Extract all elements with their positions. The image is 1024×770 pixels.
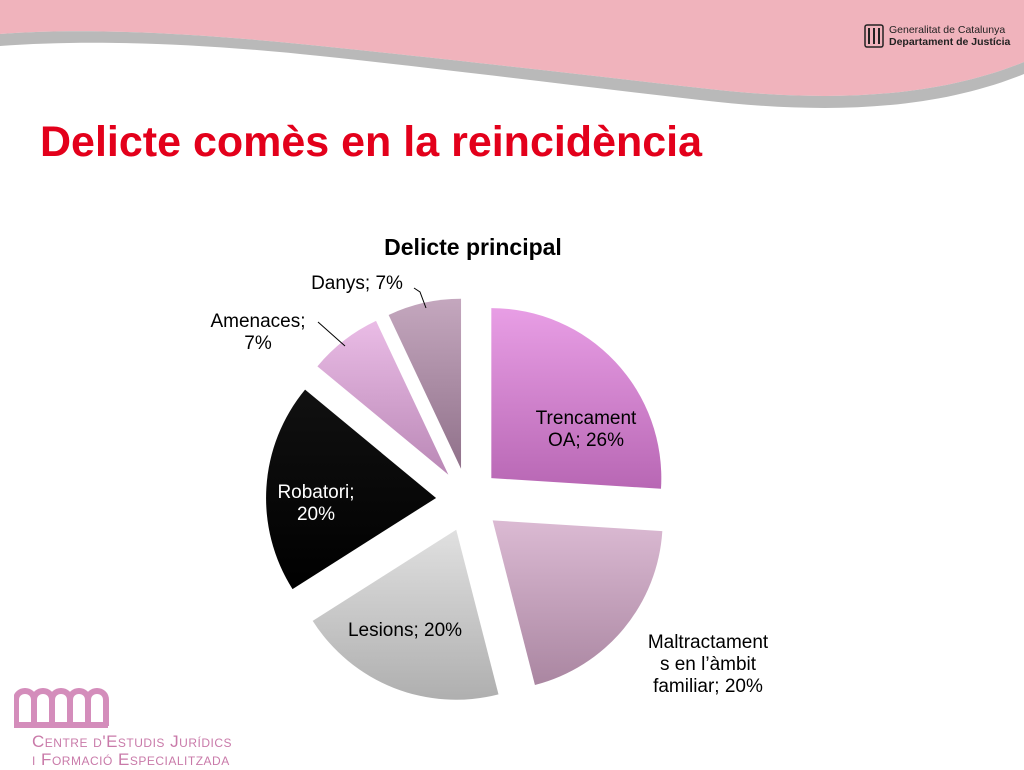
pie-slice-danys [388,298,462,469]
generalitat-logo: Generalitat de Catalunya Departament de … [864,22,1024,52]
pie-slice-amenaces [317,320,449,475]
chart-title: Delicte principal [384,234,562,260]
org-name-line2: Departament de Justícia [889,36,1011,48]
pie-slice-lesions [312,529,499,700]
pie-slice-maltractaments-en-l-ambit-familiar [492,520,663,686]
slide-title: Delicte comès en la reincidència [40,118,703,166]
header-gray-wave [0,31,1024,108]
data-label-amenaces: Amenaces; 7% [210,311,305,354]
leader-line-danys [413,287,427,309]
cejfe-line2: i Formació Especialitzada [32,750,230,769]
cejfe-line1: Centre d'Estudis Jurídics [32,732,232,751]
cejfe-logo: Centre d'Estudis Jurídics i Formació Esp… [14,682,234,769]
generalitat-emblem-icon [864,24,884,48]
data-label-maltractaments-en-l-ambit-familiar: Maltractament s en l’àmbit familiar; 20% [648,632,769,697]
data-label-trencament-oa: Trencament OA; 26% [536,408,637,451]
pie-labels: Trencament OA; 26% Maltractament s en l’àmb… [210,273,768,697]
data-label-lesions: Lesions; 20% [348,620,462,641]
pie-slice-trencament-oa [491,308,662,489]
header-pink-wave [0,0,1024,96]
pie-slice-robatori [266,389,437,590]
data-label-robatori: Robatori; 20% [277,482,354,525]
leader-line-amenaces [317,321,346,347]
pie-slices [266,298,663,700]
org-name-line1: Generalitat de Catalunya [889,24,1006,36]
header-band [0,0,1024,108]
data-label-danys: Danys; 7% [311,273,403,294]
cejfe-arches-icon [14,688,109,728]
